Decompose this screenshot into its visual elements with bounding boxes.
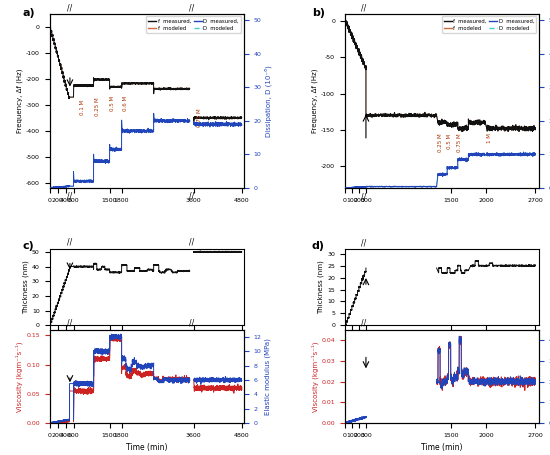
Text: 0.25 M: 0.25 M bbox=[95, 97, 100, 116]
Text: //: // bbox=[361, 239, 366, 248]
Text: //: // bbox=[189, 238, 194, 247]
Text: //: // bbox=[67, 238, 72, 247]
Text: 0.75 M: 0.75 M bbox=[197, 109, 202, 127]
Y-axis label: Thickness (nm): Thickness (nm) bbox=[23, 260, 29, 314]
Text: 0.75 M: 0.75 M bbox=[456, 133, 461, 152]
Y-axis label: Viscosity (kgm⁻¹s⁻¹): Viscosity (kgm⁻¹s⁻¹) bbox=[16, 341, 23, 412]
Y-axis label: Viscosity (kgm⁻¹s⁻¹): Viscosity (kgm⁻¹s⁻¹) bbox=[311, 341, 318, 412]
Legend: f  measured,, f  modeled, D  measured,, D  modeled: f measured,, f modeled, D measured,, D m… bbox=[146, 16, 241, 33]
Text: //: // bbox=[189, 4, 194, 13]
Text: //: // bbox=[67, 4, 72, 13]
Text: c): c) bbox=[23, 241, 34, 251]
Text: a): a) bbox=[23, 9, 35, 18]
Text: 0.5 M: 0.5 M bbox=[111, 96, 116, 111]
Text: 0.25 M: 0.25 M bbox=[438, 133, 443, 152]
Text: 1 M: 1 M bbox=[487, 133, 492, 143]
Text: 0.1 M: 0.1 M bbox=[80, 100, 85, 115]
Text: //: // bbox=[361, 318, 366, 328]
Text: //: // bbox=[361, 3, 366, 12]
Text: //: // bbox=[67, 192, 72, 201]
Legend: f  measured,, f  modeled, D  measured,, D  modeled: f measured,, f modeled, D measured,, D m… bbox=[442, 16, 536, 33]
X-axis label: Time (min): Time (min) bbox=[126, 444, 167, 452]
Y-axis label: Dissipation, D (10⁻⁶): Dissipation, D (10⁻⁶) bbox=[264, 65, 272, 136]
Text: b): b) bbox=[312, 9, 324, 18]
Text: //: // bbox=[189, 319, 194, 328]
Text: //: // bbox=[189, 192, 194, 201]
Text: 0.6 M: 0.6 M bbox=[123, 96, 128, 111]
Text: d): d) bbox=[312, 241, 324, 251]
Text: //: // bbox=[361, 193, 366, 202]
X-axis label: Time (min): Time (min) bbox=[421, 444, 463, 452]
Y-axis label: Thickness (nm): Thickness (nm) bbox=[318, 260, 324, 314]
Y-axis label: Frequency, Δf (Hz): Frequency, Δf (Hz) bbox=[16, 69, 23, 133]
Text: 0.5 M: 0.5 M bbox=[447, 133, 452, 149]
Y-axis label: Frequency, Δf (Hz): Frequency, Δf (Hz) bbox=[312, 69, 318, 133]
Y-axis label: Elastic modulus (MPa): Elastic modulus (MPa) bbox=[264, 338, 271, 415]
Text: //: // bbox=[67, 319, 72, 328]
